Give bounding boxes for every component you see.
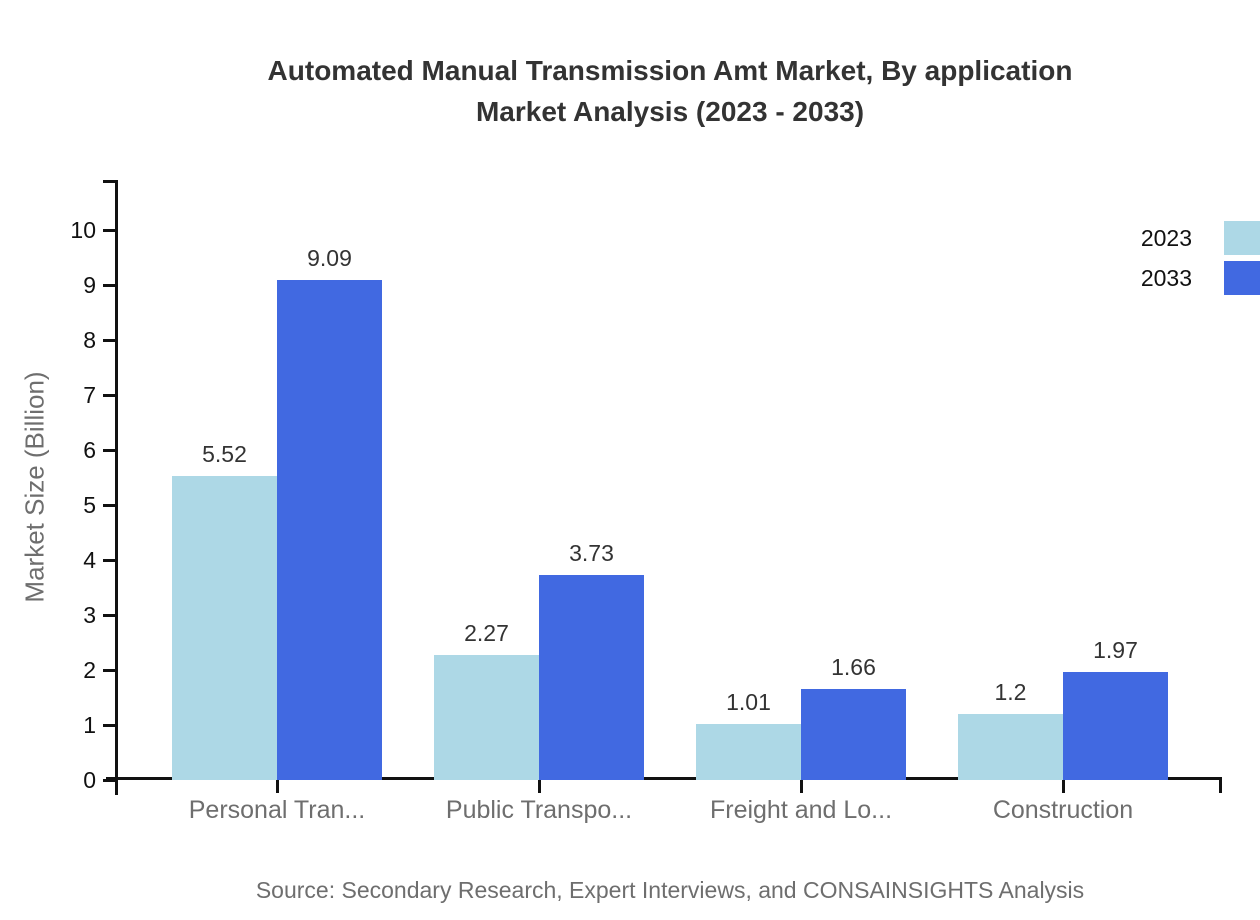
category-label: Construction bbox=[992, 796, 1134, 824]
y-tick bbox=[103, 668, 115, 672]
bar-2033 bbox=[1063, 671, 1168, 780]
value-label: 1.2 bbox=[994, 679, 1027, 705]
y-tick bbox=[103, 558, 115, 562]
y-tick bbox=[103, 613, 115, 617]
y-tick-label: 3 bbox=[83, 602, 96, 628]
chart-title-line2: Market Analysis (2023 - 2033) bbox=[475, 96, 865, 127]
y-tick-label: 2 bbox=[83, 657, 96, 683]
y-tick-label: 0 bbox=[83, 767, 96, 793]
y-axis-line bbox=[115, 180, 118, 795]
y-tick bbox=[103, 393, 115, 397]
x-axis-end-cap bbox=[1219, 777, 1222, 793]
legend-label: 2023 bbox=[1140, 224, 1192, 251]
category-label: Public Transpo... bbox=[445, 796, 633, 824]
category-label: Personal Tran... bbox=[188, 796, 366, 824]
y-tick-label: 10 bbox=[70, 217, 96, 243]
source-note: Source: Secondary Research, Expert Inter… bbox=[255, 877, 1085, 903]
y-tick bbox=[103, 338, 115, 342]
value-label: 1.01 bbox=[726, 689, 771, 716]
y-tick bbox=[103, 723, 115, 727]
value-label: 9.09 bbox=[307, 245, 352, 272]
bar-2023 bbox=[434, 655, 539, 780]
y-tick bbox=[103, 228, 115, 232]
y-tick-label: 8 bbox=[83, 327, 96, 353]
legend: 2023 2033 bbox=[1141, 221, 1260, 295]
category-label: Freight and Lo... bbox=[709, 796, 893, 824]
x-tick bbox=[275, 780, 279, 793]
y-tick-label: 1 bbox=[83, 712, 96, 738]
chart-title: Automated Manual Transmission Amt Market… bbox=[118, 50, 1222, 132]
y-tick-label: 5 bbox=[83, 492, 96, 518]
y-tick-label: 7 bbox=[83, 382, 96, 408]
y-tick-label: 9 bbox=[83, 272, 96, 298]
y-tick-label: 4 bbox=[83, 547, 96, 573]
value-label: 2.27 bbox=[464, 620, 509, 647]
y-axis-top-cap bbox=[103, 180, 116, 183]
y-tick bbox=[103, 503, 115, 507]
y-tick-label: 6 bbox=[83, 437, 96, 463]
value-label: 1.66 bbox=[831, 653, 876, 680]
x-axis-line bbox=[106, 777, 1222, 780]
bar-2023 bbox=[696, 724, 801, 780]
legend-swatch bbox=[1224, 221, 1260, 255]
value-label: 1.97 bbox=[1093, 636, 1138, 663]
y-tick bbox=[103, 778, 115, 782]
y-tick bbox=[103, 283, 115, 287]
value-label: 5.52 bbox=[202, 441, 247, 468]
bar-2023 bbox=[958, 714, 1063, 780]
legend-swatch bbox=[1224, 261, 1260, 295]
legend-item-2023: 2023 bbox=[1141, 221, 1260, 255]
x-tick bbox=[1061, 780, 1065, 793]
bar-2033 bbox=[277, 280, 382, 780]
y-tick bbox=[103, 448, 115, 452]
legend-label: 2033 bbox=[1140, 264, 1192, 291]
x-tick bbox=[537, 780, 541, 793]
plot-area: 0 1 2 3 4 5 6 7 8 9 10 Personal Tran... 5.52 9.09 Publ… bbox=[70, 180, 1222, 824]
bar-2033 bbox=[801, 688, 906, 780]
value-label: 3.73 bbox=[569, 539, 614, 566]
chart-title-line1: Automated Manual Transmission Amt Market… bbox=[267, 55, 1073, 86]
bar-2023 bbox=[172, 476, 277, 780]
bar-2033 bbox=[539, 574, 644, 780]
legend-item-2033: 2033 bbox=[1141, 261, 1260, 295]
x-tick bbox=[799, 780, 803, 793]
